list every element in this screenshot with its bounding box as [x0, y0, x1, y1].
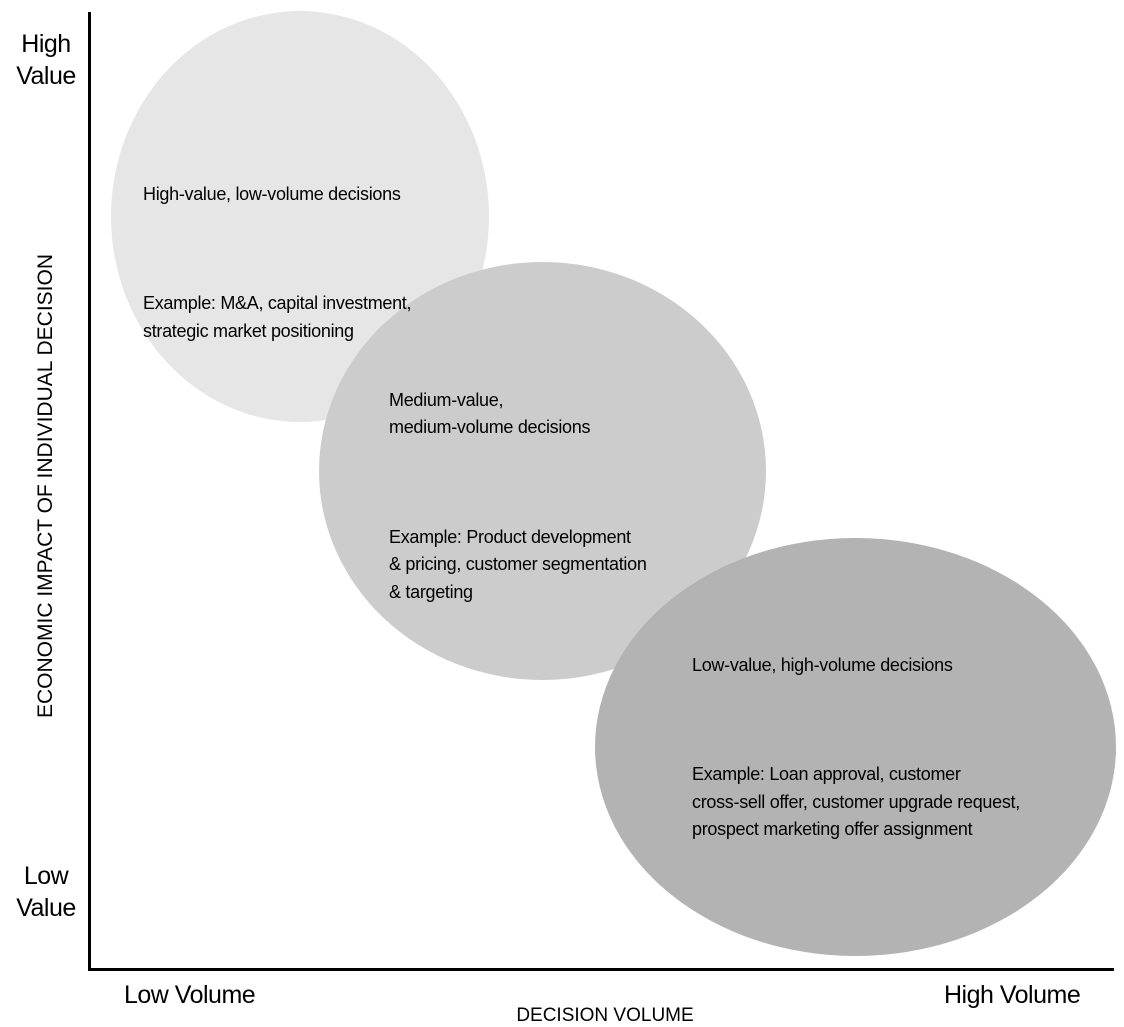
medium-value-title: Medium-value, medium-volume decisions	[389, 389, 591, 438]
high-value-label: High-value, low-volume decisions Example…	[143, 153, 412, 373]
y-axis-title: ECONOMIC IMPACT OF INDIVIDUAL DECISION	[34, 254, 57, 718]
x-tick-low-volume: Low Volume	[124, 981, 256, 1009]
x-axis-title: DECISION VOLUME	[516, 1005, 694, 1026]
y-tick-high-value: High Value	[16, 30, 76, 90]
x-axis-line	[88, 968, 1114, 971]
high-value-title: High-value, low-volume decisions	[143, 183, 401, 204]
medium-value-example: Example: Product development & pricing, …	[389, 526, 647, 602]
low-value-label: Low-value, high-volume decisions Example…	[692, 624, 1020, 871]
y-tick-low-value: Low Value	[16, 862, 76, 922]
low-value-example: Example: Loan approval, customer cross-s…	[692, 764, 1020, 839]
x-tick-high-volume: High Volume	[944, 981, 1081, 1009]
high-value-example: Example: M&A, capital investment, strate…	[143, 293, 412, 341]
medium-value-label: Medium-value, medium-volume decisions Ex…	[389, 359, 647, 634]
y-axis-line	[88, 12, 91, 971]
low-value-title: Low-value, high-volume decisions	[692, 654, 953, 675]
low-value-ellipse	[595, 538, 1116, 956]
